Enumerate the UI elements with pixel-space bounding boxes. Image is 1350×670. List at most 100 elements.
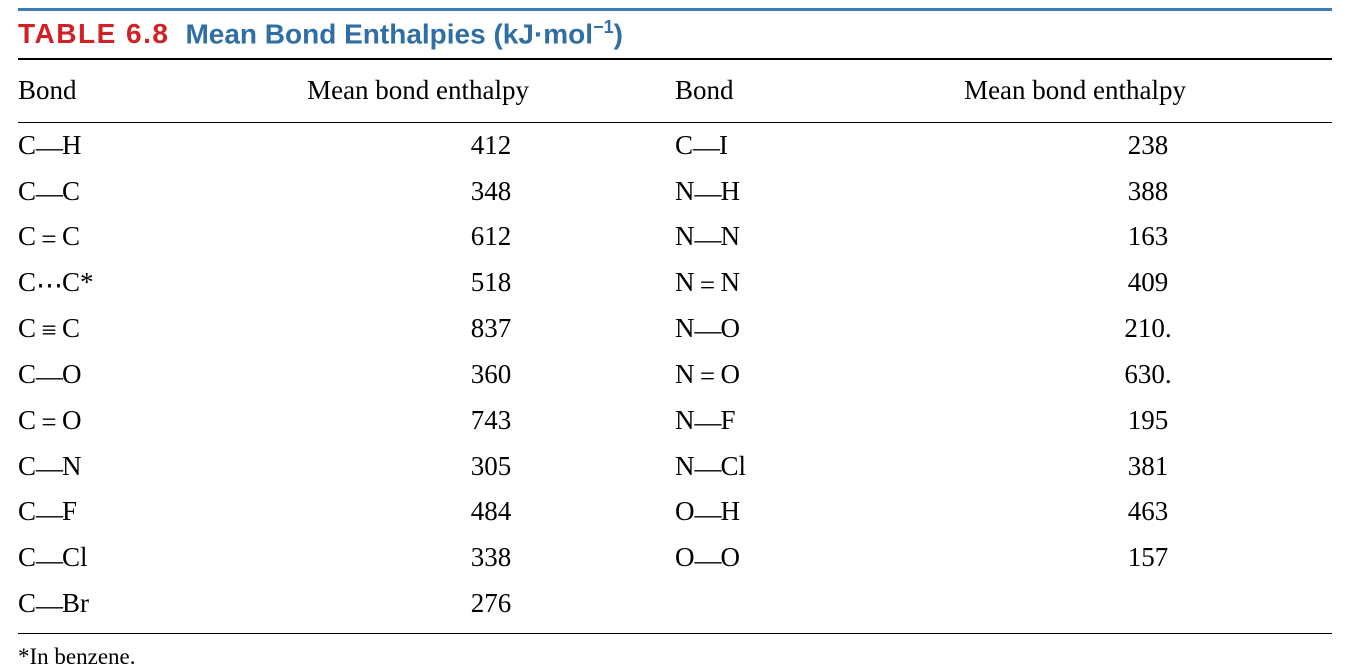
element-a: C — [18, 542, 36, 572]
value-cell: 630. — [964, 352, 1332, 398]
bond-symbol: — — [36, 547, 62, 574]
element-b: H — [62, 130, 82, 160]
table-row: C—O360N=O630. — [18, 352, 1332, 398]
value-cell — [964, 581, 1332, 627]
element-a: N — [675, 176, 695, 206]
bond-cell: O—H — [675, 489, 964, 535]
value-cell: 518 — [307, 260, 675, 306]
bond-symbol: ≡ — [36, 317, 62, 344]
element-b: N — [720, 267, 740, 297]
value-cell: 837 — [307, 306, 675, 352]
bond-enthalpy-table: Bond Mean bond enthalpy Bond Mean bond e… — [18, 60, 1332, 627]
bond-symbol: — — [36, 180, 62, 207]
bond-symbol: = — [694, 272, 720, 299]
element-b: H — [720, 176, 740, 206]
table-caption: TABLE 6.8 Mean Bond Enthalpies (kJ·mol−1… — [18, 11, 1332, 58]
element-a: C — [18, 176, 36, 206]
bond-cell: C⋯C* — [18, 260, 307, 306]
table-head-row: Bond Mean bond enthalpy Bond Mean bond e… — [18, 60, 1332, 122]
bond-symbol: — — [694, 501, 720, 528]
value-cell: 381 — [964, 444, 1332, 490]
col-header-value-right: Mean bond enthalpy — [964, 60, 1332, 122]
element-b: C — [62, 176, 80, 206]
bond-symbol: — — [36, 501, 62, 528]
element-a: N — [675, 359, 695, 389]
bond-cell — [675, 581, 964, 627]
bond-symbol: — — [694, 547, 720, 574]
table-row: C—Cl338O—O157 — [18, 535, 1332, 581]
element-a: O — [675, 496, 695, 526]
bond-cell: O—O — [675, 535, 964, 581]
element-a: N — [675, 221, 695, 251]
value-cell: 338 — [307, 535, 675, 581]
value-cell: 412 — [307, 122, 675, 168]
bond-cell: C—C — [18, 169, 307, 215]
table-title-exponent: −1 — [593, 17, 614, 37]
value-cell: 163 — [964, 214, 1332, 260]
element-b: O — [62, 405, 82, 435]
col-header-bond-right: Bond — [675, 60, 964, 122]
element-b: C — [62, 313, 80, 343]
element-a: N — [675, 267, 695, 297]
element-b: O — [720, 313, 740, 343]
bond-cell: C—Cl — [18, 535, 307, 581]
bond-symbol: = — [36, 226, 62, 253]
element-a: C — [18, 496, 36, 526]
element-a: C — [18, 313, 36, 343]
element-a: C — [18, 588, 36, 618]
col-header-bond-left: Bond — [18, 60, 307, 122]
bond-cell: N—Cl — [675, 444, 964, 490]
bond-cell: N—H — [675, 169, 964, 215]
bond-cell: C=O — [18, 398, 307, 444]
bond-symbol: — — [694, 226, 720, 253]
table-row: C=O743N—F195 — [18, 398, 1332, 444]
bond-cell: C—H — [18, 122, 307, 168]
element-a: N — [675, 451, 695, 481]
table-row: C—F484O—H463 — [18, 489, 1332, 535]
bond-symbol: = — [694, 363, 720, 390]
element-b: F — [720, 405, 735, 435]
footnote: *In benzene. — [18, 634, 1332, 670]
table-row: C—Br276 — [18, 581, 1332, 627]
table-row: C—C348N—H388 — [18, 169, 1332, 215]
bond-symbol: — — [36, 455, 62, 482]
bond-cell: C≡C — [18, 306, 307, 352]
element-a: C — [18, 405, 36, 435]
bond-symbol: — — [694, 409, 720, 436]
table-row: C⋯C*518N=N409 — [18, 260, 1332, 306]
bond-cell: N=N — [675, 260, 964, 306]
value-cell: 388 — [964, 169, 1332, 215]
element-b: I — [719, 130, 728, 160]
bond-cell: N—N — [675, 214, 964, 260]
bond-symbol: ⋯ — [36, 272, 62, 299]
table-title-prefix: Mean Bond Enthalpies (kJ·mol — [185, 18, 593, 49]
value-cell: 360 — [307, 352, 675, 398]
value-cell: 157 — [964, 535, 1332, 581]
element-a: C — [18, 267, 36, 297]
value-cell: 276 — [307, 581, 675, 627]
bond-cell: C—Br — [18, 581, 307, 627]
element-b: O — [62, 359, 82, 389]
value-cell: 195 — [964, 398, 1332, 444]
table-row: C≡C837N—O210. — [18, 306, 1332, 352]
bond-cell: N—F — [675, 398, 964, 444]
bond-cell: C—F — [18, 489, 307, 535]
page: TABLE 6.8 Mean Bond Enthalpies (kJ·mol−1… — [0, 0, 1350, 656]
element-b: Cl — [62, 542, 88, 572]
bond-symbol: — — [693, 134, 719, 161]
element-a: C — [18, 451, 36, 481]
table-title: Mean Bond Enthalpies (kJ·mol−1) — [185, 17, 622, 50]
element-a: C — [18, 221, 36, 251]
element-b: O — [720, 359, 740, 389]
element-b: N — [62, 451, 82, 481]
table-row: C—N305N—Cl381 — [18, 444, 1332, 490]
bond-cell: N—O — [675, 306, 964, 352]
element-b: F — [62, 496, 77, 526]
table-row: C=C612N—N163 — [18, 214, 1332, 260]
value-cell: 612 — [307, 214, 675, 260]
bond-cell: C—N — [18, 444, 307, 490]
bond-symbol: — — [36, 363, 62, 390]
bond-symbol: — — [36, 134, 62, 161]
element-a: C — [675, 130, 693, 160]
element-b: Cl — [720, 451, 746, 481]
